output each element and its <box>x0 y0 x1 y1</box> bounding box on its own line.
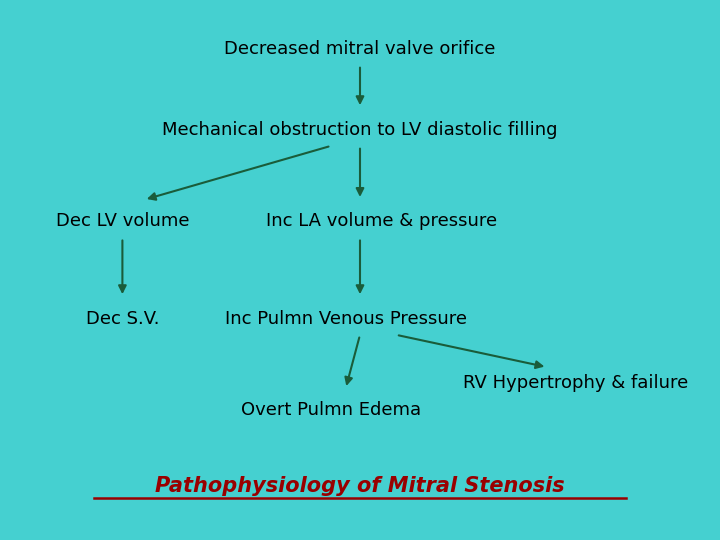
Text: Inc Pulmn Venous Pressure: Inc Pulmn Venous Pressure <box>225 309 467 328</box>
Text: Decreased mitral valve orifice: Decreased mitral valve orifice <box>225 39 495 58</box>
Text: Dec S.V.: Dec S.V. <box>86 309 159 328</box>
Text: Overt Pulmn Edema: Overt Pulmn Edema <box>241 401 421 420</box>
Text: Pathophysiology of Mitral Stenosis: Pathophysiology of Mitral Stenosis <box>156 476 564 496</box>
Text: Mechanical obstruction to LV diastolic filling: Mechanical obstruction to LV diastolic f… <box>162 120 558 139</box>
Text: Inc LA volume & pressure: Inc LA volume & pressure <box>266 212 498 231</box>
Text: RV Hypertrophy & failure: RV Hypertrophy & failure <box>464 374 688 393</box>
Text: Dec LV volume: Dec LV volume <box>55 212 189 231</box>
